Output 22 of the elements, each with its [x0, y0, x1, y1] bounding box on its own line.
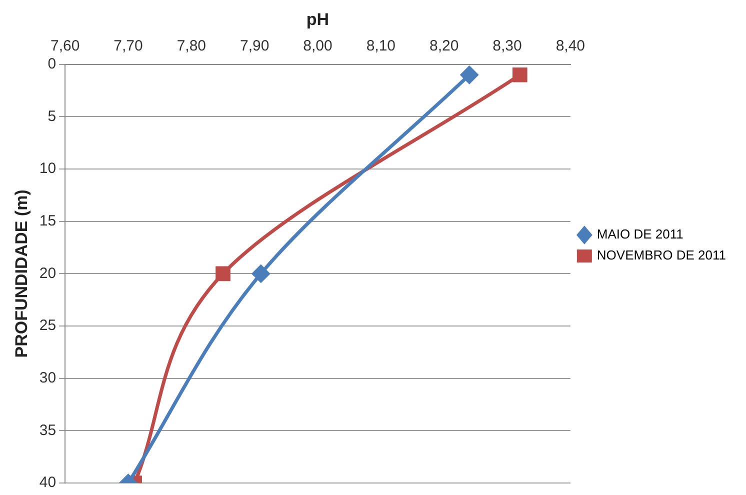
x-tick-label: 7,90 — [240, 38, 270, 55]
x-tick-label: 8,40 — [556, 38, 586, 55]
x-tick-label: 7,80 — [176, 38, 206, 55]
legend-label: NOVEMBRO DE 2011 — [596, 248, 726, 263]
y-tick-label: 10 — [39, 160, 56, 178]
x-tick-label: 8,30 — [492, 38, 522, 55]
y-tick-label: 15 — [39, 212, 56, 230]
legend-label: MAIO DE 2011 — [596, 226, 684, 242]
x-tick-label: 8,10 — [366, 38, 396, 55]
x-tick-label: 8,20 — [429, 38, 459, 55]
x-tick-label: 7,60 — [50, 38, 80, 55]
y-tick-label: 30 — [39, 369, 56, 386]
y-tick-label: 5 — [48, 108, 56, 125]
y-tick-label: 25 — [39, 317, 56, 334]
y-tick-label: 0 — [48, 56, 56, 73]
x-tick-label: 7,70 — [114, 38, 143, 55]
x-tick-label: 8,00 — [303, 38, 332, 55]
y-tick-label: 40 — [39, 474, 56, 492]
y-tick-label: 35 — [39, 422, 56, 439]
x-axis-title: pH — [306, 10, 330, 29]
y-axis-title: PROFUNDIDADE (m) — [12, 190, 31, 358]
y-tick-label: 20 — [39, 264, 56, 282]
